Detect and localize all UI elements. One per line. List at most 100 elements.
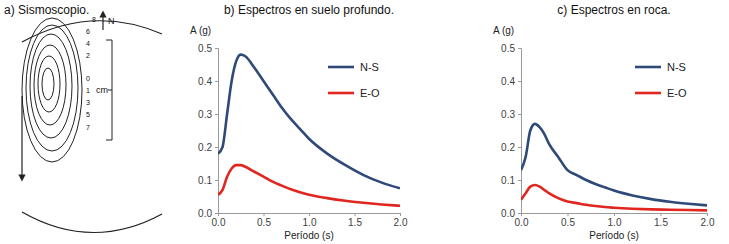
tick-mark xyxy=(215,114,218,115)
tick-mark xyxy=(215,180,218,181)
tick: 0.0 xyxy=(515,213,529,228)
legend-label: N-S xyxy=(667,61,686,73)
tick-mark xyxy=(355,213,356,216)
tick-label: 0.3 xyxy=(198,109,212,120)
tick-label: 0.1 xyxy=(501,175,515,186)
tick-label: 0.3 xyxy=(501,109,515,120)
tick-mark xyxy=(518,147,521,148)
chart-title: c) Espectros en roca. xyxy=(557,3,670,17)
chart-panel: b) Espectros en suelo profundo. 0.0 0.5 1.0… xyxy=(190,3,408,241)
trace-loop xyxy=(30,34,72,138)
tick-label: 0.0 xyxy=(198,208,212,219)
tick: 2.0 xyxy=(701,213,715,228)
legend-label: N-S xyxy=(360,61,379,73)
axis-line xyxy=(522,214,708,217)
legend-swatch xyxy=(328,66,354,69)
tick-label: 2.0 xyxy=(394,217,408,228)
tick-mark xyxy=(518,180,521,181)
tick-mark xyxy=(215,147,218,148)
y-axis: 0.0 0.1 0.2 0.3 0.4 0.5 xyxy=(198,43,218,219)
figure: a) Sismoscopio.864201357Ncmb) Espectros … xyxy=(0,0,729,244)
tick: 0.5 xyxy=(501,43,521,54)
tick: 1.5 xyxy=(348,213,362,228)
trace-label: N xyxy=(108,16,115,26)
tick-label: 0.5 xyxy=(501,43,515,54)
panel-title: a) Sismoscopio. xyxy=(4,3,89,17)
tick: 1.5 xyxy=(654,213,668,228)
legend-label: E-O xyxy=(360,87,380,99)
tick: 0.3 xyxy=(501,109,521,120)
tick-mark xyxy=(614,213,615,216)
tick-mark xyxy=(215,48,218,49)
tick: 0.0 xyxy=(501,208,521,219)
x-axis-title: Período (s) xyxy=(589,230,638,241)
tick: 1.0 xyxy=(303,213,317,228)
tick-label: 0.5 xyxy=(561,217,575,228)
frame-arc xyxy=(22,212,162,233)
legend: N-S E-O xyxy=(328,61,380,99)
legend-swatch xyxy=(328,92,354,95)
trace-label: 8 xyxy=(92,16,96,23)
chart-title: b) Espectros en suelo profundo. xyxy=(224,3,394,17)
tick-label: 0.5 xyxy=(198,43,212,54)
trace-label: 2 xyxy=(86,52,90,59)
tick: 2.0 xyxy=(394,213,408,228)
tick-label: 0.2 xyxy=(501,142,515,153)
frame-arc xyxy=(22,21,162,42)
y-axis: 0.00.10.20.30.40.5 xyxy=(501,43,521,219)
tick: 0.1 xyxy=(198,175,218,186)
series-line xyxy=(218,165,400,206)
tick-mark xyxy=(215,81,218,82)
axis-line xyxy=(518,49,522,214)
tick: 0.0 xyxy=(212,213,226,228)
tick: 0.3 xyxy=(198,109,218,120)
tick: 0.5 xyxy=(561,213,575,228)
trace-loop xyxy=(26,25,78,151)
tick: 0.0 xyxy=(198,208,218,219)
tick-mark xyxy=(518,48,521,49)
tick-mark xyxy=(518,81,521,82)
x-axis: 0.0 0.5 1.0 1.5 2.0 xyxy=(212,213,408,228)
y-axis-title: A (g) xyxy=(190,25,211,36)
tick-label: 0.1 xyxy=(198,175,212,186)
tick: 0.5 xyxy=(198,43,218,54)
tick-label: 0.0 xyxy=(515,217,529,228)
tick-label: 0.2 xyxy=(198,142,212,153)
tick-label: 0.0 xyxy=(501,208,515,219)
chart-panel: c) Espectros en roca.0.00.51.01.52.00.00… xyxy=(493,3,715,241)
tick: 0.5 xyxy=(257,213,271,228)
trace-tail xyxy=(21,96,22,178)
tick-mark xyxy=(309,213,310,216)
trace-label: 4 xyxy=(86,40,90,47)
tick: 0.4 xyxy=(198,76,218,87)
trace-loop xyxy=(22,18,82,162)
series-line xyxy=(521,185,707,210)
tick: 0.2 xyxy=(198,142,218,153)
tick-mark xyxy=(215,213,218,214)
tick-mark xyxy=(518,213,521,214)
tick: 1.0 xyxy=(608,213,622,228)
x-axis: 0.0 0.5 1.0 1.5 2.0 xyxy=(515,213,715,228)
seismoscope-panel: a) Sismoscopio.864201357Ncm xyxy=(4,3,162,233)
trace-label: 0 xyxy=(86,75,90,82)
tick-label: 0.4 xyxy=(198,76,212,87)
tick-mark xyxy=(707,213,708,216)
tick-label: 1.0 xyxy=(303,217,317,228)
trace-label: 7 xyxy=(86,124,90,131)
plot-area xyxy=(521,124,707,210)
tick-label: 1.5 xyxy=(654,217,668,228)
axis-line xyxy=(215,49,219,214)
legend-swatch xyxy=(635,92,661,95)
tick-label: 1.0 xyxy=(608,217,622,228)
tick-mark xyxy=(400,213,401,216)
tick-mark xyxy=(568,213,569,216)
trace-label: 1 xyxy=(86,87,90,94)
trace-label: 6 xyxy=(86,28,90,35)
plot-area xyxy=(218,55,400,206)
axis-line xyxy=(219,214,401,217)
tick-mark xyxy=(518,114,521,115)
tick: 0.2 xyxy=(501,142,521,153)
trace-loop xyxy=(42,68,54,100)
legend-swatch xyxy=(635,66,661,69)
legend-label: E-O xyxy=(667,87,687,99)
